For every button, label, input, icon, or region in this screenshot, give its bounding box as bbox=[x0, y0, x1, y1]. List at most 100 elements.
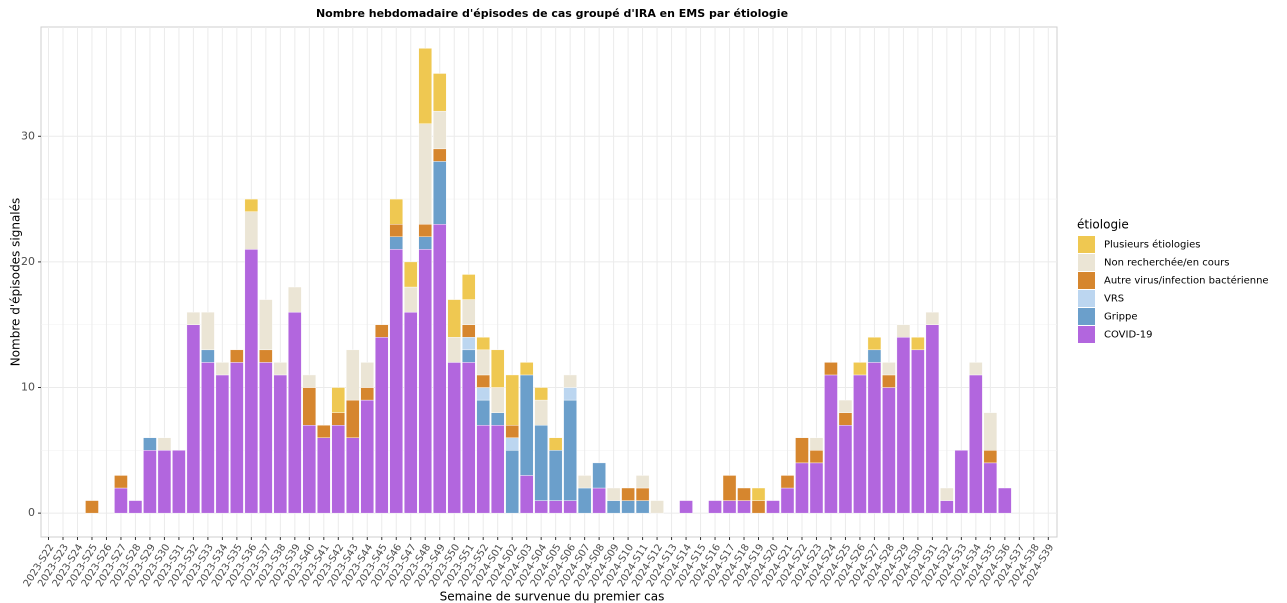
bar-segment bbox=[389, 198, 403, 225]
bar-segment bbox=[795, 462, 809, 514]
bar-segment bbox=[476, 387, 490, 401]
bar-segment bbox=[577, 487, 592, 514]
bar-segment bbox=[404, 261, 418, 288]
legend-swatch bbox=[1078, 290, 1095, 307]
bar-segment bbox=[331, 412, 346, 426]
bar-segment bbox=[679, 500, 693, 514]
bar-segment bbox=[563, 374, 577, 388]
bar-segment bbox=[505, 425, 519, 438]
bar-segment bbox=[201, 349, 215, 363]
bar-segment bbox=[911, 349, 925, 514]
bar-segment bbox=[433, 110, 447, 150]
bar-segment bbox=[795, 437, 809, 464]
bar-segment bbox=[244, 249, 259, 514]
bar-segment bbox=[418, 236, 432, 250]
legend-swatch bbox=[1078, 272, 1095, 289]
bar-segment bbox=[954, 450, 969, 514]
bar-segment bbox=[853, 362, 867, 376]
bar-segment bbox=[577, 475, 592, 489]
bar-segment bbox=[722, 500, 737, 514]
bar-segment bbox=[433, 148, 447, 162]
legend-label: VRS bbox=[1104, 294, 1124, 305]
bar-segment bbox=[824, 362, 838, 376]
bar-segment bbox=[201, 311, 215, 351]
bar-segment bbox=[433, 224, 447, 514]
bar-segment bbox=[85, 500, 99, 514]
y-axis-title: Nombre d'épisodes signalés bbox=[9, 198, 23, 367]
bar-segment bbox=[172, 450, 186, 514]
bar-segment bbox=[476, 425, 490, 514]
bar-segment bbox=[998, 487, 1012, 514]
bar-segment bbox=[824, 374, 838, 514]
bar-segment bbox=[722, 475, 737, 501]
bar-segment bbox=[375, 324, 389, 338]
bar-segment bbox=[346, 349, 360, 401]
bar-segment bbox=[519, 475, 534, 514]
legend-label: Grippe bbox=[1104, 312, 1138, 323]
bar-segment bbox=[433, 161, 447, 225]
bar-segment bbox=[969, 362, 983, 376]
bar-segment bbox=[259, 299, 273, 351]
bar-segment bbox=[346, 399, 360, 438]
bar-segment bbox=[360, 362, 375, 388]
bar-segment bbox=[375, 337, 389, 514]
bar-segment bbox=[302, 387, 317, 426]
bar-segment bbox=[461, 349, 476, 363]
bar-segment bbox=[230, 362, 244, 514]
bar-segment bbox=[259, 362, 273, 514]
bar-segment bbox=[867, 349, 882, 363]
bar-segment bbox=[505, 374, 519, 426]
bar-segment bbox=[809, 450, 824, 464]
y-tick-label: 30 bbox=[21, 129, 35, 142]
bar-segment bbox=[592, 487, 606, 514]
bar-segment bbox=[476, 349, 490, 376]
bar-segment bbox=[548, 450, 563, 501]
bar-segment bbox=[621, 487, 635, 501]
bar-segment bbox=[563, 387, 577, 401]
bar-segment bbox=[563, 399, 577, 501]
bar-segment bbox=[288, 286, 302, 313]
legend-swatch bbox=[1078, 254, 1095, 271]
bar-segment bbox=[606, 487, 621, 501]
bar-segment bbox=[273, 362, 288, 376]
bar-segment bbox=[186, 311, 201, 325]
bar-segment bbox=[766, 500, 780, 514]
bar-segment bbox=[360, 399, 375, 514]
bar-segment bbox=[592, 462, 606, 489]
bar-segment bbox=[447, 337, 461, 363]
bar-segment bbox=[911, 337, 925, 351]
bar-segment bbox=[635, 500, 650, 514]
bar-segment bbox=[838, 412, 853, 426]
bar-segment bbox=[563, 500, 577, 514]
bar-segment bbox=[780, 487, 795, 514]
bar-segment bbox=[867, 337, 882, 351]
bar-segment bbox=[751, 487, 766, 501]
bar-segment bbox=[331, 387, 346, 413]
bar-segment bbox=[534, 399, 548, 426]
bar-segment bbox=[389, 249, 403, 514]
bar-segment bbox=[461, 299, 476, 325]
bar-segment bbox=[505, 450, 519, 514]
bar-segment bbox=[896, 337, 911, 514]
bar-segment bbox=[548, 500, 563, 514]
bar-segment bbox=[288, 311, 302, 514]
legend-label: Autre virus/infection bactérienne bbox=[1104, 275, 1269, 287]
bar-segment bbox=[346, 437, 360, 514]
bar-segment bbox=[882, 374, 896, 388]
x-axis-title: Semaine de survenue du premier cas bbox=[440, 590, 665, 603]
y-tick-label: 10 bbox=[21, 381, 35, 394]
bar-segment bbox=[244, 211, 259, 250]
bar-segment bbox=[983, 462, 998, 514]
bar-segment bbox=[853, 374, 867, 514]
bar-segment bbox=[809, 437, 824, 451]
bar-segment bbox=[331, 425, 346, 514]
bar-segment bbox=[273, 374, 288, 514]
bar-segment bbox=[751, 500, 766, 514]
bar-segment bbox=[389, 224, 403, 237]
bar-segment bbox=[940, 500, 954, 514]
bar-segment bbox=[476, 374, 490, 388]
bar-segment bbox=[534, 500, 548, 514]
bar-segment bbox=[780, 475, 795, 489]
bar-segment bbox=[461, 362, 476, 514]
bar-segment bbox=[186, 324, 201, 514]
